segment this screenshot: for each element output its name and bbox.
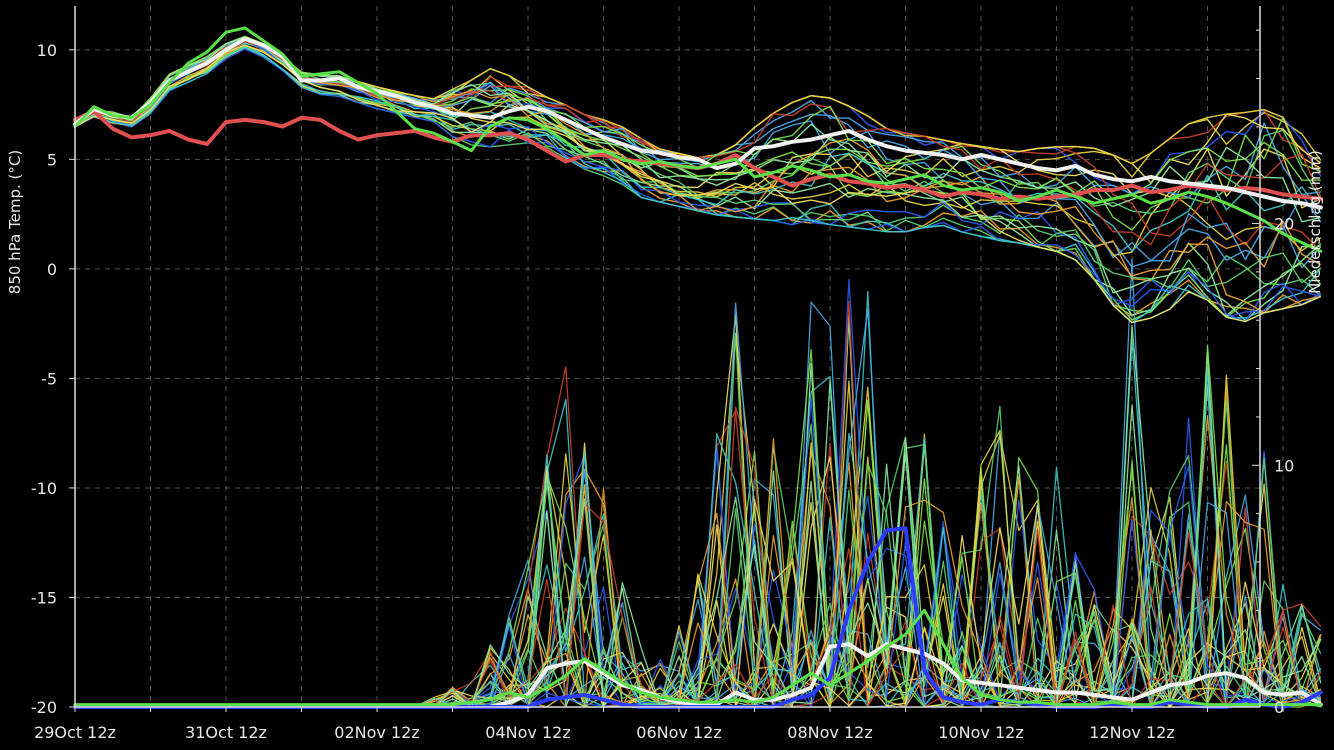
grid-layer: [75, 6, 1284, 707]
x-tick-label: 29Oct 12z: [34, 723, 116, 742]
y-tick-label: 10: [37, 41, 57, 60]
y-tick-label: -10: [31, 479, 57, 498]
y2-tick-label: 0: [1274, 698, 1284, 717]
y-axis-title: 850 hPa Temp. (°C): [6, 150, 24, 294]
precipitation-member-line: [75, 417, 1321, 708]
precipitation-member-line: [75, 351, 1322, 708]
y2-tick-label: 20: [1274, 215, 1294, 234]
x-tick-label: 02Nov 12z: [334, 723, 419, 742]
x-tick-label: 08Nov 12z: [787, 723, 872, 742]
temperature-member-line: [74, 44, 1322, 324]
x-tick-label: 31Oct 12z: [185, 723, 267, 742]
y-tick-label: -5: [41, 369, 57, 388]
x-tick-label: 10Nov 12z: [938, 723, 1023, 742]
temperature-highlight-line: [73, 26, 1323, 253]
y-tick-label: 0: [47, 260, 57, 279]
axes: 10 5 0 -5 -10 -15 -20 20 10 0 29Oct 12z 31Oct 12z 02…: [31, 6, 1294, 742]
temperature-member-line: [74, 38, 1322, 317]
temperature-member-line: [74, 40, 1322, 252]
temperature-member-line: [74, 38, 1322, 174]
precipitation-highlight-line: [73, 608, 1323, 707]
temperature-member-line: [74, 38, 1322, 231]
x-tick-label: 04Nov 12z: [485, 723, 570, 742]
y2-tick-label: 10: [1274, 456, 1294, 475]
temperature-member-line: [74, 40, 1322, 195]
temperature-member-line: [74, 35, 1321, 199]
temperature-member-line: [74, 42, 1322, 252]
temperature-member-line: [74, 41, 1322, 246]
y2-axis-title: Niederschlag (mm): [1306, 150, 1324, 294]
x-tick-label: 06Nov 12z: [636, 723, 721, 742]
y-tick-label: 5: [47, 150, 57, 169]
temperature-member-line: [74, 37, 1322, 198]
temperature-member-line: [74, 47, 1322, 257]
y-tick-label: -20: [31, 698, 57, 717]
precipitation-ensemble: [75, 258, 1322, 708]
x-tick-label: 12Nov 12z: [1089, 723, 1174, 742]
y-tick-label: -15: [31, 588, 57, 607]
temperature-member-line: [74, 44, 1322, 324]
temperature-highlight-line: [73, 109, 1323, 201]
